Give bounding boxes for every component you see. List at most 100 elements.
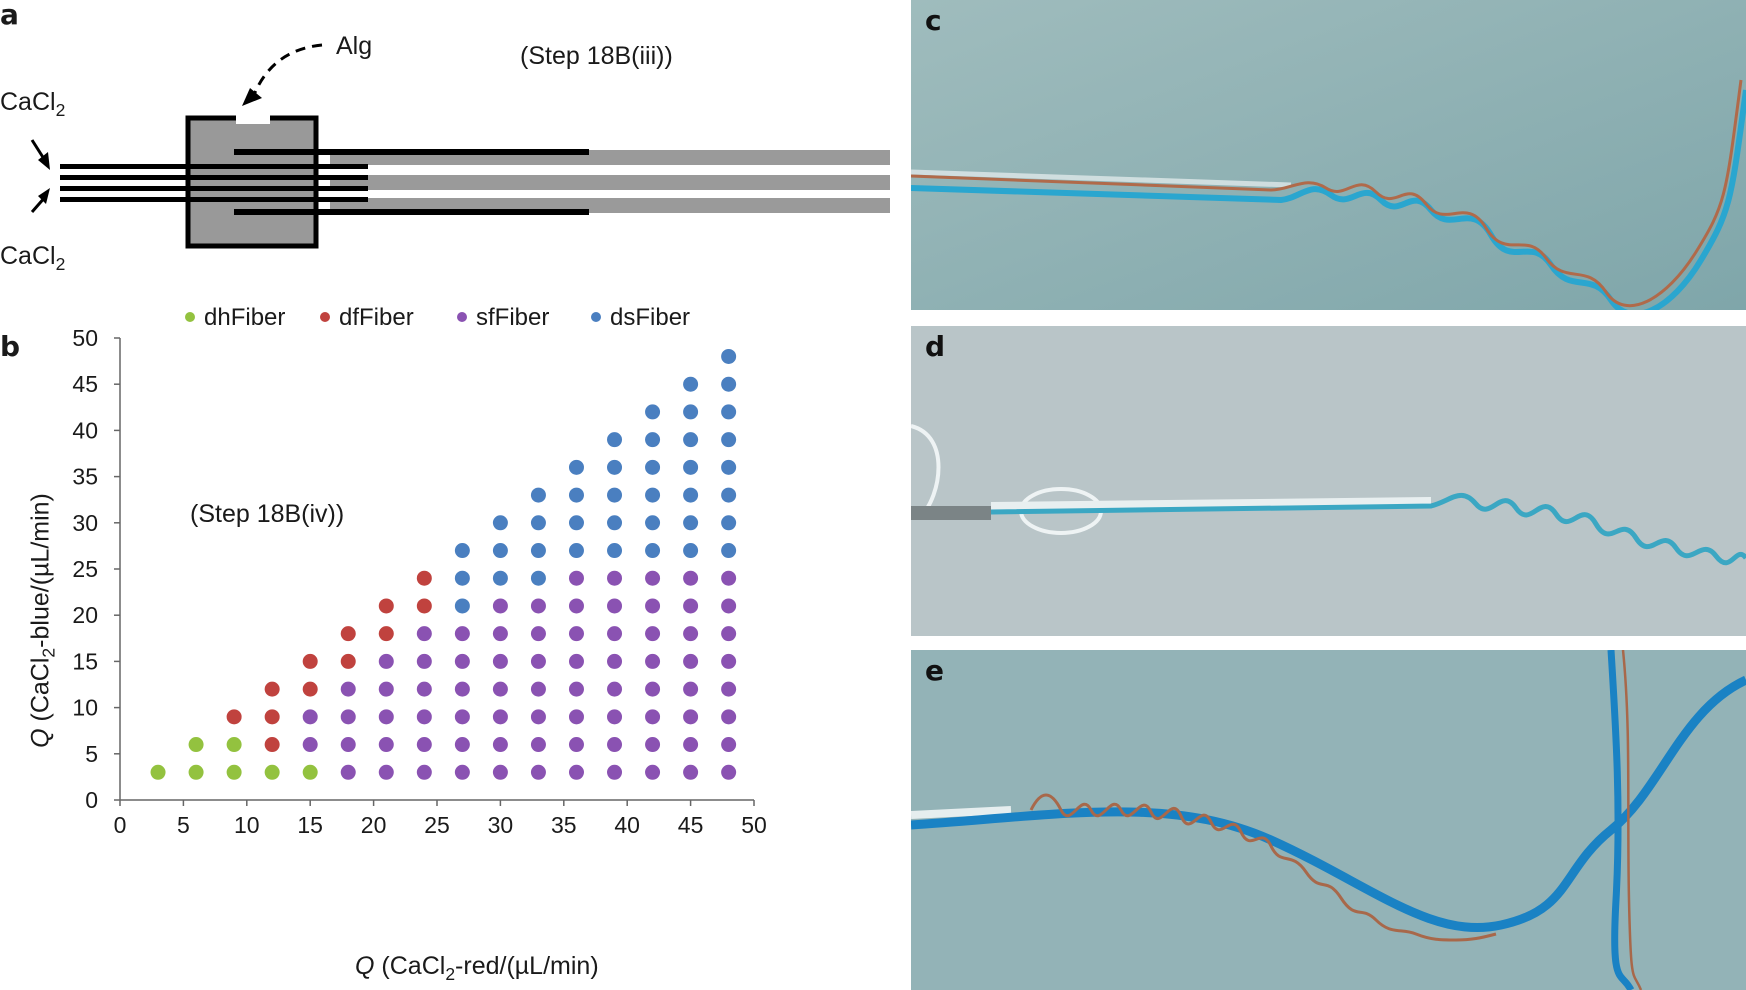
- data-point-sffiber: [645, 598, 661, 614]
- data-point-dsfiber: [721, 348, 737, 364]
- data-point-sffiber: [454, 764, 470, 780]
- y-tick-label: 0: [85, 787, 98, 813]
- data-point-sffiber: [416, 764, 432, 780]
- data-point-dsfiber: [645, 459, 661, 475]
- x-tick-label: 50: [741, 812, 767, 838]
- data-point-sffiber: [721, 737, 737, 753]
- y-tick-label: 15: [72, 648, 98, 674]
- photo-d-blue-fiber: [990, 492, 1746, 566]
- data-point-dhfiber: [264, 764, 280, 780]
- data-point-dsfiber: [721, 432, 737, 448]
- legend-marker-dffiber: [320, 312, 330, 322]
- data-point-sffiber: [416, 709, 432, 725]
- data-point-dsfiber: [645, 404, 661, 420]
- data-point-sffiber: [340, 709, 356, 725]
- data-point-dsfiber: [683, 543, 699, 559]
- data-point-sffiber: [416, 653, 432, 669]
- data-point-dsfiber: [568, 459, 584, 475]
- data-point-dsfiber: [530, 487, 546, 503]
- data-point-dsfiber: [645, 487, 661, 503]
- data-point-dsfiber: [721, 376, 737, 392]
- data-point-sffiber: [530, 598, 546, 614]
- photo-c-background: [911, 0, 1746, 310]
- data-point-dsfiber: [607, 487, 623, 503]
- fiber-type-scatter-chart: 0 5 10 15 20 25 30 35 40 45 50 0 5 10 15 20 25 30 35 40 45 50…: [72, 304, 767, 838]
- data-point-sffiber: [492, 626, 508, 642]
- x-tick-label: 40: [614, 812, 640, 838]
- data-point-dffiber: [416, 598, 432, 614]
- inner-capillary-4: [60, 197, 368, 202]
- data-point-dhfiber: [150, 764, 166, 780]
- y-tick-label: 50: [72, 325, 98, 351]
- y-tick-label: 45: [72, 371, 98, 397]
- photo-e: e: [911, 650, 1746, 990]
- data-point-dhfiber: [302, 764, 318, 780]
- data-point-sffiber: [721, 626, 737, 642]
- photo-c: c: [911, 0, 1746, 310]
- data-point-dsfiber: [454, 570, 470, 586]
- data-point-sffiber: [645, 764, 661, 780]
- cacl2-bottom-label: CaCl2: [0, 242, 66, 274]
- data-point-sffiber: [568, 681, 584, 697]
- panel-label-d: d: [925, 330, 946, 363]
- step-18b-iii-label: (Step 18B(iii)): [520, 42, 673, 70]
- data-point-sffiber: [683, 764, 699, 780]
- data-point-sffiber: [416, 737, 432, 753]
- data-point-sffiber: [492, 598, 508, 614]
- data-point-dsfiber: [683, 459, 699, 475]
- data-point-dsfiber: [568, 543, 584, 559]
- data-point-sffiber: [607, 764, 623, 780]
- photo-d-needle: [911, 506, 991, 520]
- data-point-dsfiber: [683, 515, 699, 531]
- data-point-dhfiber: [188, 737, 204, 753]
- panel-label-c: c: [925, 4, 942, 37]
- data-point-dffiber: [264, 681, 280, 697]
- data-point-sffiber: [721, 653, 737, 669]
- y-tick-label: 30: [72, 510, 98, 536]
- data-point-sffiber: [568, 598, 584, 614]
- data-point-dsfiber: [721, 404, 737, 420]
- data-point-sffiber: [607, 653, 623, 669]
- data-point-sffiber: [454, 681, 470, 697]
- data-point-sffiber: [568, 653, 584, 669]
- data-point-sffiber: [454, 626, 470, 642]
- photo-c-capillary: [911, 169, 1292, 188]
- capillary-outer-top: [234, 149, 589, 155]
- data-point-sffiber: [454, 653, 470, 669]
- step-18b-iv-label: (Step 18B(iv)): [190, 500, 345, 528]
- y-tick-label: 5: [85, 741, 98, 767]
- cacl2-bottom-arrowhead: [38, 188, 50, 204]
- data-point-dsfiber: [530, 570, 546, 586]
- data-point-dsfiber: [530, 543, 546, 559]
- data-point-dsfiber: [721, 515, 737, 531]
- legend-label-dhfiber: dhFiber: [204, 304, 285, 331]
- y-tick-label: 40: [72, 417, 98, 443]
- data-point-dffiber: [340, 626, 356, 642]
- alg-arrowhead: [242, 88, 262, 106]
- data-point-sffiber: [568, 764, 584, 780]
- data-point-dsfiber: [568, 515, 584, 531]
- y-tick-label: 35: [72, 464, 98, 490]
- panel-label-b: b: [0, 330, 21, 363]
- data-point-sffiber: [683, 598, 699, 614]
- data-point-sffiber: [683, 681, 699, 697]
- data-point-dffiber: [226, 709, 242, 725]
- device-body: [185, 115, 319, 249]
- data-point-sffiber: [721, 764, 737, 780]
- data-point-sffiber: [645, 737, 661, 753]
- outlet-tube-middle: [330, 175, 890, 190]
- data-point-sffiber: [530, 737, 546, 753]
- photo-c-blue-fiber: [911, 89, 1746, 310]
- data-point-dffiber: [302, 681, 318, 697]
- data-point-sffiber: [721, 598, 737, 614]
- x-tick-label: 30: [488, 812, 514, 838]
- data-point-sffiber: [683, 709, 699, 725]
- x-tick-label: 10: [234, 812, 260, 838]
- data-point-sffiber: [340, 681, 356, 697]
- data-point-sffiber: [683, 737, 699, 753]
- data-point-sffiber: [683, 653, 699, 669]
- alg-arrow: [250, 43, 323, 101]
- data-point-sffiber: [492, 737, 508, 753]
- data-point-sffiber: [416, 681, 432, 697]
- data-point-sffiber: [607, 570, 623, 586]
